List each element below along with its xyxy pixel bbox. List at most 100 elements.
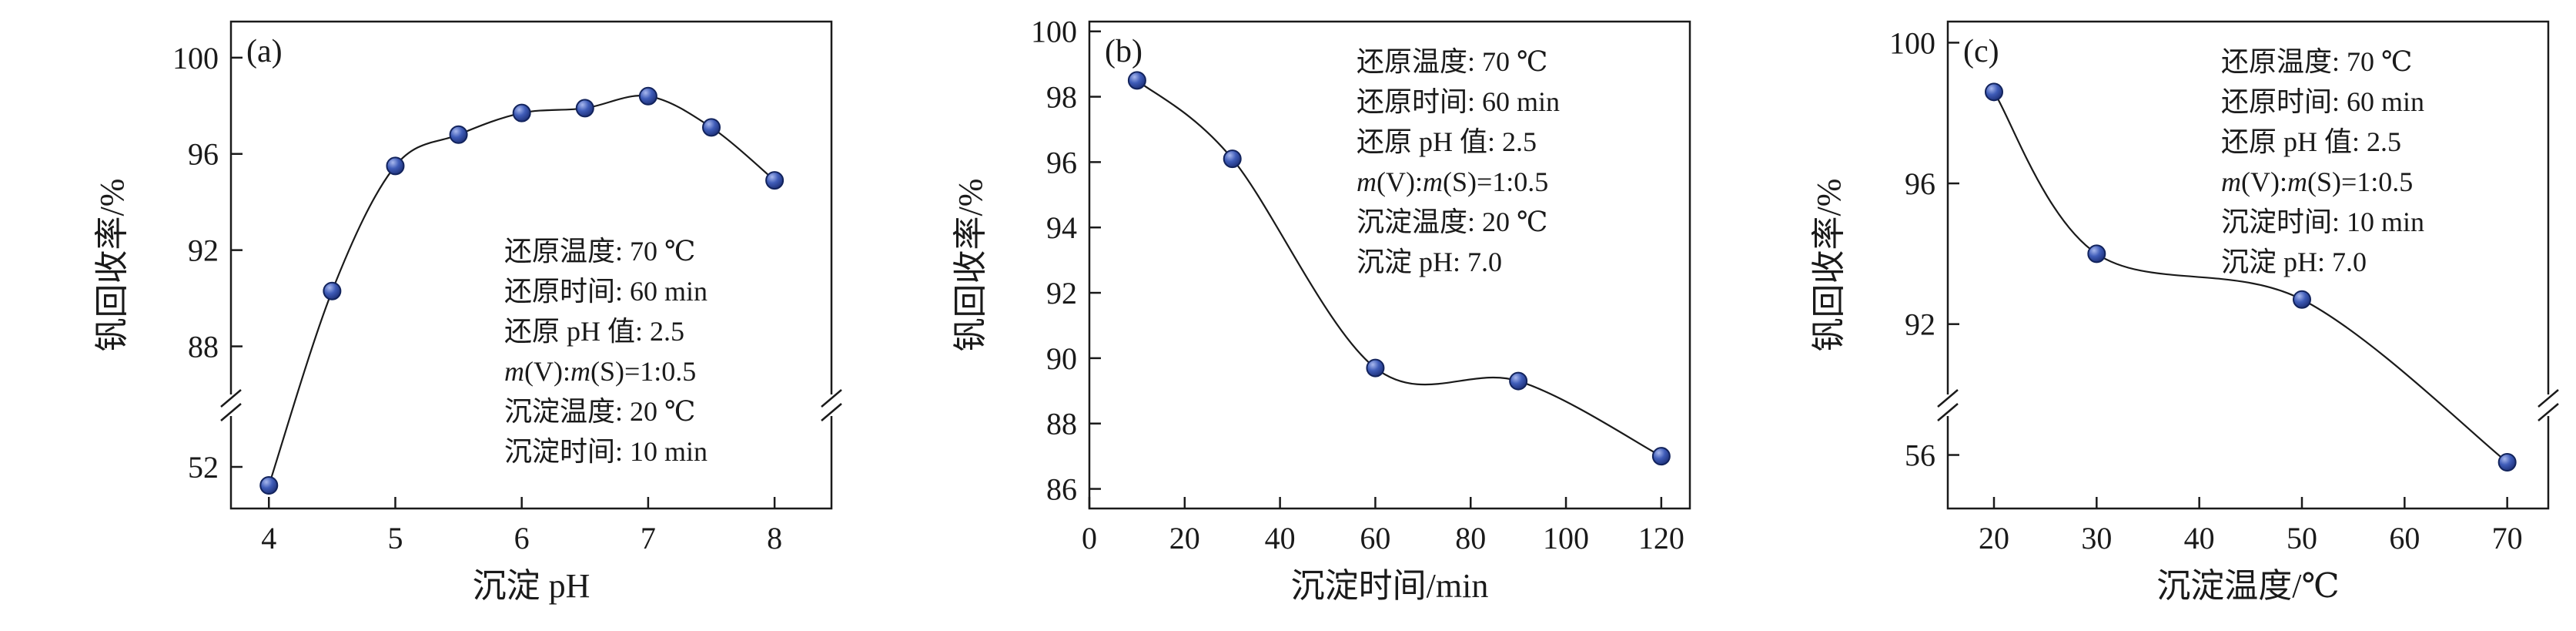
y-tick-label: 56 (1905, 438, 1935, 473)
axis-break-gap (229, 394, 233, 416)
x-axis-title: 沉淀 pH (473, 567, 590, 605)
x-tick-label: 60 (2389, 521, 2420, 555)
panel-c: 20 30 40 50 60 70 92 96 100 56 沉淀温度/℃ 钒回收率/% (c) 还原温度… (1717, 0, 2575, 631)
x-tick-label: 5 (387, 521, 403, 555)
annotation-line: m(V):m(S)=1:0.5 (504, 356, 696, 387)
x-tick-label: 30 (2081, 521, 2112, 555)
y-tick-label: 98 (1046, 80, 1077, 115)
x-tick-label: 60 (1360, 521, 1390, 555)
data-point-marker (2293, 290, 2311, 309)
axis-break-mark (1937, 403, 1959, 421)
x-tick-label: 40 (1265, 521, 1296, 555)
panel-a: 4 5 6 7 8 88 92 96 100 52 沉淀 pH 钒回收率/% (a) 还原温度: 70 ℃… (0, 0, 858, 631)
data-point-marker (386, 156, 405, 176)
annotation-line: 还原时间: 60 min (1357, 86, 1560, 117)
y-tick-label: 92 (1905, 307, 1935, 342)
panel-label: (c) (1963, 34, 1999, 69)
x-axis-title: 沉淀温度/℃ (2156, 567, 2339, 605)
y-tick-label: 100 (1889, 25, 1935, 60)
y-axis-title: 钒回收率/% (93, 179, 131, 352)
data-point-marker (1127, 71, 1146, 90)
y-tick-label: 92 (1046, 276, 1077, 310)
chart-c-plot: 20 30 40 50 60 70 92 96 100 56 沉淀温度/℃ 钒回收率/% (c) 还原温度… (1810, 20, 2559, 605)
x-tick-label: 8 (767, 521, 782, 555)
axis-break-mark (2538, 403, 2559, 421)
axis-break-gap (829, 394, 834, 416)
annotation-line: 沉淀时间: 10 min (2221, 206, 2424, 237)
x-tick-label: 0 (1082, 521, 1097, 555)
data-point-marker (1509, 371, 1528, 391)
x-tick-label: 20 (1169, 521, 1200, 555)
axis-break-gap (2546, 394, 2551, 416)
data-point-marker (449, 125, 468, 144)
annotation-line: 还原 pH 值: 2.5 (1357, 126, 1537, 157)
annotation-line: m(V):m(S)=1:0.5 (2221, 166, 2413, 197)
x-tick-label: 80 (1455, 521, 1486, 555)
annotation-line: 沉淀 pH: 7.0 (1357, 247, 1502, 277)
data-point-marker (702, 118, 721, 137)
data-point-marker (1223, 149, 1242, 169)
y-tick-label: 88 (188, 330, 219, 364)
plot-border (229, 20, 833, 510)
data-point-marker (323, 281, 342, 300)
y-tick-label: 94 (1046, 210, 1077, 245)
panel-b: 0 20 40 60 80 100 120 86 88 90 92 94 96 98 100 沉淀时间/min… (858, 0, 1717, 631)
annotation-line: 沉淀时间: 10 min (504, 436, 708, 467)
x-tick-label: 50 (2287, 521, 2317, 555)
x-tick-label: 7 (641, 521, 656, 555)
plot-border (1088, 20, 1691, 510)
x-tick-label: 120 (1638, 521, 1684, 555)
x-tick-label: 6 (514, 521, 530, 555)
annotation-line: 还原 pH 值: 2.5 (2221, 126, 2401, 157)
data-point-marker (2087, 244, 2106, 263)
x-tick-label: 70 (2492, 521, 2523, 555)
y-tick-label: 88 (1046, 407, 1077, 441)
axis-break-mark (821, 389, 842, 408)
data-point-marker (1651, 447, 1671, 466)
x-tick-label: 40 (2184, 521, 2215, 555)
annotation-line: 还原温度: 70 ℃ (504, 236, 695, 267)
annotation-line: 还原温度: 70 ℃ (1357, 46, 1547, 77)
x-tick-label: 4 (261, 521, 276, 555)
annotation-line: 还原 pH 值: 2.5 (504, 316, 684, 347)
annotation-line: m(V):m(S)=1:0.5 (1357, 166, 1548, 197)
panel-label: (b) (1105, 34, 1142, 69)
annotation-line: 沉淀 pH: 7.0 (2221, 247, 2367, 277)
y-tick-label: 96 (188, 137, 219, 172)
plot-border (1946, 20, 2550, 510)
axis-break-mark (220, 403, 242, 421)
y-axis-title: 钒回收率/% (952, 179, 989, 352)
y-tick-label: 100 (172, 41, 219, 76)
y-tick-label: 92 (188, 233, 219, 268)
axis-break-mark (220, 389, 242, 408)
data-point-marker (575, 99, 594, 118)
data-point-marker (2497, 453, 2517, 472)
annotation-line: 还原时间: 60 min (2221, 86, 2424, 117)
data-point-marker (259, 476, 279, 495)
y-axis-title: 钒回收率/% (1810, 179, 1848, 352)
x-tick-label: 100 (1543, 521, 1589, 555)
data-point-marker (1985, 82, 2003, 102)
data-point-marker (638, 86, 657, 106)
data-curve (1993, 91, 2508, 463)
y-tick-label: 52 (188, 450, 219, 485)
x-tick-label: 20 (1979, 521, 2009, 555)
y-tick-label: 96 (1046, 145, 1077, 180)
y-tick-label: 96 (1905, 166, 1935, 201)
y-tick-label: 90 (1046, 341, 1077, 376)
panel-label: (a) (246, 34, 283, 69)
axis-break-mark (2538, 389, 2559, 408)
annotation-line: 还原时间: 60 min (504, 276, 708, 307)
data-point-marker (765, 171, 785, 190)
annotation-line: 沉淀温度: 20 ℃ (1357, 206, 1547, 237)
axis-break-mark (821, 403, 842, 421)
y-tick-label: 100 (1031, 15, 1077, 49)
data-point-marker (512, 103, 531, 123)
annotation-line: 还原温度: 70 ℃ (2221, 46, 2412, 77)
annotation-line: 沉淀温度: 20 ℃ (504, 396, 695, 427)
axis-break-gap (1945, 394, 1950, 416)
x-axis-title: 沉淀时间/min (1291, 567, 1489, 605)
data-point-marker (1366, 358, 1385, 378)
